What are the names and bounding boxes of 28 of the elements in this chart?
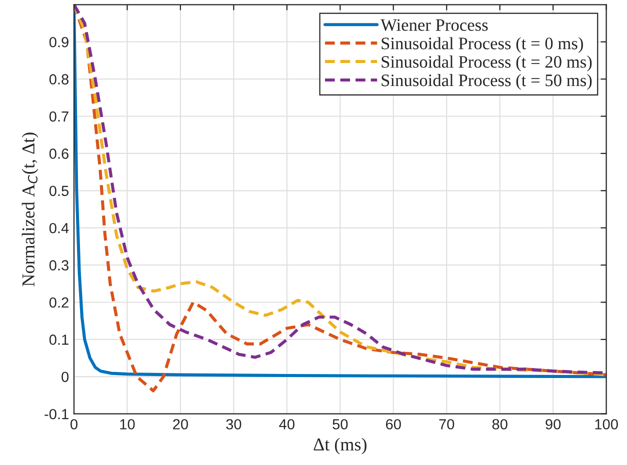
y-tick-label: 0 (62, 372, 69, 382)
y-tick-label: 0.2 (49, 297, 68, 308)
y-tick-label: 0.8 (49, 74, 68, 84)
y-tick-label: 0.1 (49, 334, 68, 345)
legend-label: Wiener Process (380, 19, 488, 31)
y-axis-title: Normalized A$_{C}$(t, Δt) (22, 132, 38, 286)
x-tick-label: 60 (386, 419, 401, 430)
y-tick-label: 0.3 (49, 260, 68, 270)
x-tick-label: 30 (226, 419, 242, 430)
y-tick-label: 0.5 (49, 186, 69, 196)
x-tick-label: 10 (120, 419, 135, 430)
x-tick-label: 20 (173, 419, 188, 430)
x-tick-label: 0 (70, 419, 78, 430)
x-tick-label: 90 (546, 419, 561, 430)
legend-label: Sinusoidal Process (t = 50 ms) (382, 74, 592, 90)
x-tick-label: 80 (492, 419, 508, 430)
x-tick-label: 100 (595, 419, 618, 430)
y-tick-label: -0.1 (44, 408, 68, 420)
y-tick-label: 0.6 (49, 148, 68, 159)
y-tick-label: 0.7 (49, 111, 68, 122)
x-tick-label: 50 (332, 419, 348, 430)
x-axis-title: Δt (ms) (314, 438, 366, 454)
x-tick-label: 70 (439, 419, 454, 430)
legend-label: Sinusoidal Process (t = 20 ms) (382, 56, 592, 72)
y-tick-label: 0.9 (49, 36, 68, 48)
y-tick-label: 0.4 (49, 222, 69, 234)
legend-label: Sinusoidal Process (t = 0 ms) (382, 37, 583, 53)
x-tick-label: 40 (279, 419, 294, 430)
